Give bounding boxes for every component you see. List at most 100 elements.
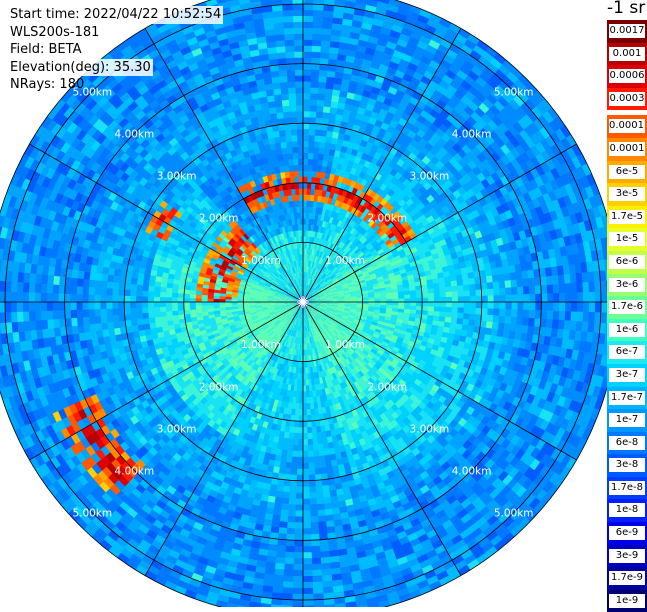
heatmap-cell — [422, 302, 429, 307]
heatmap-cell — [309, 498, 317, 505]
heatmap-cell — [296, 469, 303, 476]
heatmap-cell — [302, 570, 313, 577]
heatmap-cell — [458, 291, 465, 298]
heatmap-cell — [571, 302, 578, 313]
heatmap-cell — [283, 564, 294, 571]
heatmap-cell — [296, 487, 304, 494]
heatmap-cell — [470, 290, 477, 297]
heatmap-cell — [446, 302, 453, 308]
heatmap-cell — [305, 379, 309, 386]
heatmap-cell — [310, 528, 319, 535]
heatmap-cell — [303, 33, 314, 40]
heatmap-cell — [293, 552, 303, 559]
heatmap-cell — [404, 295, 411, 299]
heatmap-cell — [294, 522, 303, 529]
heatmap-cell — [506, 302, 513, 310]
heatmap-cell — [297, 451, 303, 458]
heatmap-cell — [293, 540, 303, 547]
heatmap-cell — [565, 302, 572, 313]
heatmap-cell — [303, 39, 313, 46]
heatmap-cell — [292, 588, 304, 595]
heatmap-cell — [481, 289, 488, 296]
heatmap-cell — [523, 310, 530, 319]
heatmap-cell — [302, 600, 314, 607]
heatmap-cell — [297, 439, 303, 446]
heatmap-cell — [308, 463, 315, 470]
heatmap-cell — [577, 292, 584, 303]
heatmap-cell — [298, 433, 303, 440]
heatmap-cell — [464, 302, 471, 309]
heatmap-cell — [547, 302, 554, 312]
heatmap-cell — [529, 286, 536, 295]
heatmap-cell — [311, 552, 321, 559]
heatmap-cell — [434, 302, 441, 307]
heatmap-cell — [571, 283, 578, 294]
heatmap-cell — [309, 504, 317, 511]
heatmap-cell — [303, 9, 315, 16]
heatmap-cell — [303, 57, 313, 64]
heatmap-cell — [291, 600, 303, 607]
heatmap-cell — [446, 292, 453, 298]
heatmap-cell — [488, 302, 495, 310]
heatmap-cell — [494, 302, 501, 310]
heatmap-cell — [303, 99, 311, 106]
heatmap-cell — [308, 451, 314, 458]
heatmap-cell — [559, 293, 566, 303]
heatmap-cell — [302, 558, 312, 565]
heatmap-cell — [582, 282, 589, 293]
heatmap-cell — [517, 287, 524, 296]
heatmap-cell — [302, 576, 313, 583]
heatmap-cell — [306, 409, 311, 416]
heatmap-cell — [309, 492, 317, 499]
heatmap-cell — [303, 164, 308, 171]
heatmap-cell — [589, 292, 596, 304]
heatmap-cell — [452, 291, 459, 297]
heatmap-cell — [312, 581, 323, 588]
heatmap-cell — [500, 302, 507, 310]
heatmap-cell — [306, 391, 310, 398]
heatmap-cell — [517, 302, 524, 311]
heatmap-cell — [458, 302, 465, 308]
heatmap-cell — [470, 302, 477, 309]
heatmap-cell — [303, 93, 311, 100]
heatmap-cell — [307, 433, 313, 440]
heatmap-cell — [511, 302, 518, 310]
heatmap-cell — [523, 286, 530, 295]
heatmap-cell — [541, 285, 548, 295]
heatmap-cell — [294, 516, 303, 523]
heatmap-cell — [295, 493, 303, 500]
heatmap-cell — [287, 510, 296, 517]
heatmap-cell — [541, 302, 548, 312]
heatmap-cell — [452, 302, 459, 308]
heatmap-cell — [440, 302, 447, 308]
heatmap-cell — [464, 290, 471, 297]
heatmap-cell — [312, 45, 322, 52]
heatmap-cell — [295, 510, 303, 517]
heatmap-cell — [295, 499, 303, 506]
heatmap-cell — [311, 570, 322, 577]
heatmap-cell — [529, 302, 536, 311]
heatmap-cell — [303, 170, 308, 177]
heatmap-cell — [547, 285, 554, 295]
heatmap-cell — [310, 87, 319, 94]
heatmap-cell — [307, 421, 312, 428]
heatmap-cell — [410, 294, 417, 299]
heatmap-cell — [310, 540, 320, 547]
heatmap-cell — [303, 69, 312, 76]
heatmap-cell — [309, 486, 317, 493]
heatmap-cell — [298, 421, 303, 428]
heatmap-cell — [523, 302, 530, 311]
heatmap-cell — [303, 81, 312, 88]
heatmap-cell — [428, 302, 435, 307]
heatmap-cell — [559, 284, 566, 295]
heatmap-cell — [311, 546, 321, 553]
heatmap-cell — [307, 427, 312, 434]
heatmap-cell — [307, 445, 313, 452]
heatmap-cell — [302, 588, 314, 595]
heatmap-cell — [374, 297, 381, 300]
heatmap-cell — [553, 311, 560, 321]
heatmap-cell — [392, 295, 399, 299]
heatmap-cell — [296, 463, 303, 470]
heatmap-cell — [303, 135, 310, 142]
heatmap-cell — [312, 33, 323, 40]
